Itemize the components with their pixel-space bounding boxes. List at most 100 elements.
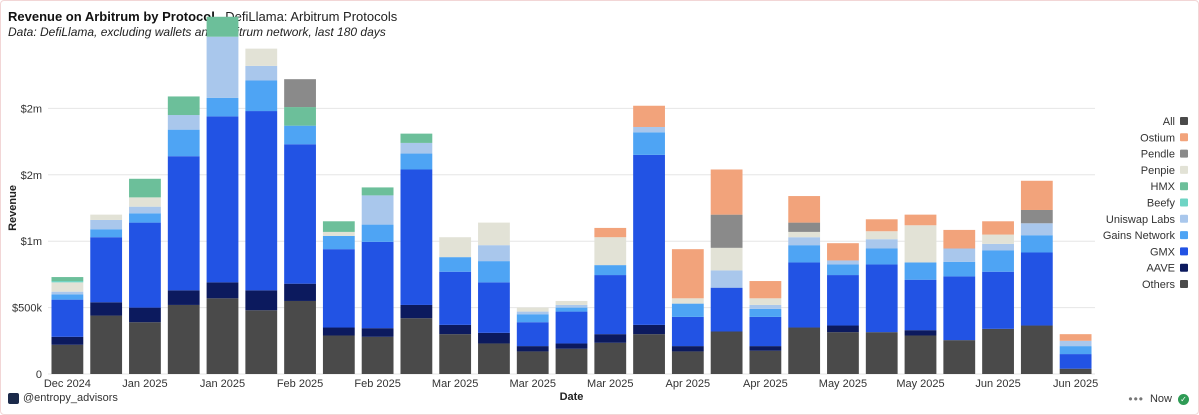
bar-segment-uniswap-labs[interactable] (827, 260, 859, 265)
bar-segment-penpie[interactable] (788, 231, 821, 238)
bar-segment-hmx[interactable] (167, 96, 200, 116)
legend-swatch-penpie[interactable] (1180, 165, 1188, 174)
bar-segment-hmx[interactable] (129, 178, 161, 198)
bar-segment-others[interactable] (982, 328, 1014, 374)
bar-segment-ostium[interactable] (1059, 334, 1092, 341)
bar-segment-gmx[interactable] (788, 262, 821, 328)
bar-segment-gmx[interactable] (710, 287, 743, 332)
bar-segment-others[interactable] (1020, 325, 1053, 374)
legend-label-beefy[interactable]: Beefy (1147, 198, 1176, 210)
bar-segment-uniswap-labs[interactable] (865, 239, 898, 249)
legend-swatch-uniswap-labs[interactable] (1180, 214, 1188, 223)
bar-segment-gains-network[interactable] (633, 132, 665, 155)
legend-swatch-all[interactable] (1180, 117, 1188, 125)
more-options-icon[interactable]: ••• (1128, 392, 1144, 406)
bar-segment-others[interactable] (865, 332, 898, 374)
legend-label-others[interactable]: Others (1142, 279, 1176, 291)
bar-segment-gains-network[interactable] (206, 97, 239, 117)
bar-segment-uniswap-labs[interactable] (633, 126, 665, 133)
bar-segment-gmx[interactable] (1020, 252, 1053, 326)
bar-segment-gmx[interactable] (516, 322, 549, 347)
bar-segment-gains-network[interactable] (788, 245, 821, 263)
bar-segment-uniswap-labs[interactable] (710, 270, 743, 288)
bar-segment-others[interactable] (594, 342, 627, 374)
bar-segment-pendle[interactable] (710, 214, 743, 248)
bar-segment-penpie[interactable] (710, 247, 743, 271)
bar-segment-aave[interactable] (51, 336, 84, 345)
legend-swatch-hmx[interactable] (1180, 182, 1188, 191)
bar-segment-gains-network[interactable] (167, 129, 200, 157)
bar-segment-others[interactable] (827, 332, 859, 374)
bar-segment-ostium[interactable] (1020, 180, 1053, 210)
legend-swatch-gains-network[interactable] (1180, 231, 1188, 240)
bar-segment-others[interactable] (322, 335, 355, 374)
bar-segment-hmx[interactable] (51, 277, 84, 282)
bar-segment-gains-network[interactable] (827, 264, 859, 276)
bar-segment-ostium[interactable] (943, 229, 976, 249)
bar-segment-uniswap-labs[interactable] (1059, 340, 1092, 347)
bar-segment-ostium[interactable] (865, 219, 898, 232)
bar-segment-gains-network[interactable] (982, 250, 1014, 272)
bar-segment-aave[interactable] (206, 282, 239, 299)
bar-segment-others[interactable] (439, 334, 472, 374)
bar-segment-gmx[interactable] (749, 316, 782, 347)
bar-segment-others[interactable] (943, 340, 976, 374)
bar-segment-gmx[interactable] (865, 264, 898, 333)
bar-segment-gains-network[interactable] (400, 153, 433, 170)
bar-segment-gains-network[interactable] (478, 261, 510, 283)
bar-segment-pendle[interactable] (788, 222, 821, 232)
bar-segment-penpie[interactable] (129, 197, 161, 207)
bar-segment-ostium[interactable] (788, 196, 821, 223)
bar-segment-aave[interactable] (749, 346, 782, 351)
bar-segment-aave[interactable] (827, 325, 859, 333)
bar-segment-gains-network[interactable] (439, 257, 472, 272)
legend-label-gmx[interactable]: GMX (1150, 246, 1176, 258)
bar-segment-uniswap-labs[interactable] (555, 304, 588, 308)
bar-segment-gains-network[interactable] (943, 261, 976, 277)
legend-label-hmx[interactable]: HMX (1151, 181, 1176, 193)
bar-segment-gmx[interactable] (943, 276, 976, 341)
bar-segment-gains-network[interactable] (1059, 346, 1092, 355)
bar-segment-ostium[interactable] (594, 227, 627, 238)
bar-segment-pendle[interactable] (284, 79, 316, 108)
legend-swatch-pendle[interactable] (1180, 149, 1188, 158)
bar-segment-aave[interactable] (361, 328, 394, 337)
bar-segment-hmx[interactable] (361, 187, 394, 196)
bar-segment-hmx[interactable] (284, 107, 316, 126)
bar-segment-aave[interactable] (478, 332, 510, 344)
bar-segment-ostium[interactable] (827, 243, 859, 261)
bar-segment-uniswap-labs[interactable] (982, 243, 1014, 251)
bar-segment-gains-network[interactable] (51, 294, 84, 300)
bar-segment-ostium[interactable] (982, 221, 1014, 235)
bar-segment-gains-network[interactable] (284, 125, 316, 145)
bar-segment-gains-network[interactable] (555, 307, 588, 312)
bar-segment-gains-network[interactable] (594, 265, 627, 276)
bar-segment-uniswap-labs[interactable] (245, 65, 278, 81)
bar-segment-penpie[interactable] (516, 307, 549, 312)
bar-segment-aave[interactable] (129, 307, 161, 323)
bar-segment-gmx[interactable] (90, 237, 123, 303)
legend-label-penpie[interactable]: Penpie (1141, 165, 1175, 177)
bar-segment-pendle[interactable] (1020, 209, 1053, 224)
bar-segment-others[interactable] (284, 300, 316, 374)
bar-segment-ostium[interactable] (671, 249, 704, 299)
bar-segment-penpie[interactable] (245, 48, 278, 66)
bar-segment-hmx[interactable] (322, 221, 355, 232)
bar-segment-gmx[interactable] (129, 222, 161, 308)
bar-segment-others[interactable] (51, 344, 84, 374)
bar-segment-gmx[interactable] (671, 316, 704, 347)
bar-segment-others[interactable] (788, 327, 821, 374)
bar-segment-uniswap-labs[interactable] (516, 311, 549, 315)
bar-segment-others[interactable] (245, 310, 278, 374)
bar-segment-uniswap-labs[interactable] (400, 142, 433, 154)
bar-segment-aave[interactable] (90, 302, 123, 316)
bar-segment-gains-network[interactable] (245, 80, 278, 112)
bar-segment-uniswap-labs[interactable] (206, 36, 239, 98)
bar-segment-gains-network[interactable] (322, 235, 355, 250)
bar-segment-others[interactable] (633, 334, 665, 374)
bar-segment-ostium[interactable] (749, 281, 782, 299)
bar-segment-ostium[interactable] (904, 214, 937, 226)
bar-segment-others[interactable] (555, 348, 588, 374)
bar-segment-penpie[interactable] (478, 222, 510, 246)
bar-segment-others[interactable] (516, 351, 549, 374)
